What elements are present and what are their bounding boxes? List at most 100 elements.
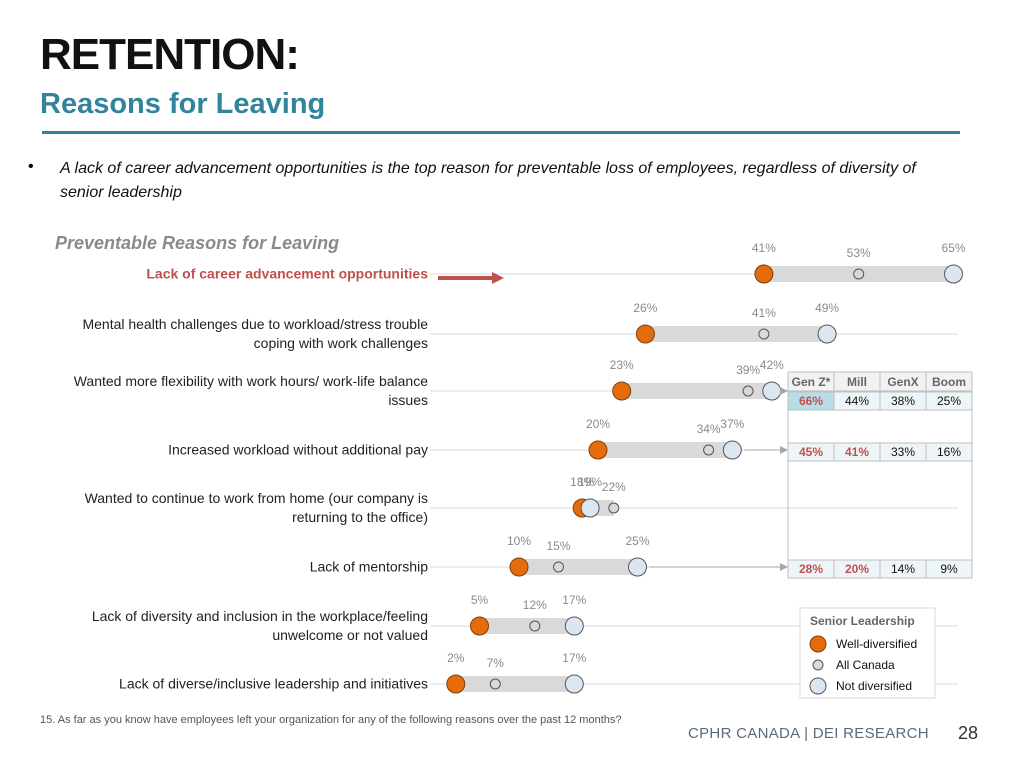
- table-arrow-head: [780, 387, 788, 395]
- table-value: 41%: [845, 445, 869, 459]
- dot: [817, 324, 837, 344]
- dot: [944, 264, 963, 284]
- legend-label: All Canada: [836, 658, 895, 672]
- value-label: 18%: [570, 475, 594, 489]
- table-header: Mill: [847, 375, 867, 389]
- table-header: Gen Z*: [792, 375, 831, 389]
- value-label: 12%: [523, 598, 547, 612]
- value-label: 20%: [586, 417, 610, 431]
- table-value: 44%: [845, 394, 869, 408]
- table-cell: [925, 559, 973, 579]
- table-value: 25%: [937, 394, 961, 408]
- slide-title: RETENTION:: [40, 30, 300, 79]
- table-value: 20%: [845, 562, 869, 576]
- table-cell: [925, 391, 973, 411]
- table-value: 16%: [937, 445, 961, 459]
- table-value: 45%: [799, 445, 823, 459]
- range-bar: [455, 676, 575, 692]
- dot: [553, 561, 564, 573]
- table-header: Boom: [932, 375, 966, 389]
- category-label: Lack of mentorship: [309, 558, 428, 575]
- legend-label: Not diversified: [836, 679, 912, 693]
- value-label: 25%: [625, 534, 649, 548]
- bullet-marker: •: [28, 158, 34, 175]
- table-cell: [925, 442, 973, 462]
- dot: [529, 620, 541, 632]
- value-label: 41%: [752, 241, 776, 255]
- legend-swatch: [812, 659, 824, 671]
- dot: [853, 268, 865, 280]
- dot: [722, 440, 742, 460]
- footnote: 15. As far as you know have employees le…: [40, 714, 622, 726]
- dot: [470, 616, 489, 636]
- dot: [703, 444, 715, 456]
- table-value: 14%: [891, 562, 915, 576]
- dot: [758, 328, 770, 340]
- range-bar: [645, 326, 828, 342]
- category-label: Increased workload without additional pa…: [168, 441, 428, 458]
- category-label: Lack of diversity and inclusion in the w…: [91, 608, 428, 643]
- dot: [489, 678, 501, 690]
- value-label: 7%: [487, 656, 505, 670]
- footer: CPHR CANADA | DEI RESEARCH: [688, 725, 929, 742]
- table-arrow-head: [780, 446, 788, 454]
- dot: [564, 616, 584, 636]
- dot: [580, 498, 600, 518]
- value-label: 17%: [562, 593, 586, 607]
- dot: [754, 264, 774, 284]
- table-value: 9%: [940, 562, 958, 576]
- category-label: Wanted to continue to work from home (ou…: [84, 490, 428, 525]
- value-label: 53%: [847, 246, 871, 260]
- dot: [588, 440, 608, 460]
- bullet-text: A lack of career advancement opportuniti…: [60, 160, 916, 201]
- table-header: GenX: [887, 375, 918, 389]
- table-value: 28%: [799, 562, 823, 576]
- value-label: 10%: [507, 534, 531, 548]
- dot: [628, 557, 647, 577]
- value-label: 23%: [610, 358, 634, 372]
- value-label: 65%: [941, 241, 965, 255]
- category-label: Wanted more flexibility with work hours/…: [73, 373, 428, 408]
- value-label: 17%: [562, 651, 586, 665]
- value-label: 19%: [578, 475, 602, 489]
- value-label: 2%: [447, 651, 465, 665]
- value-label: 26%: [633, 301, 657, 315]
- dot: [509, 557, 529, 577]
- dot: [446, 674, 466, 694]
- value-label: 34%: [697, 422, 721, 436]
- legend-title: Senior Leadership: [810, 614, 915, 628]
- table-value: 33%: [891, 445, 915, 459]
- category-label: Lack of diverse/inclusive leadership and…: [119, 675, 428, 692]
- slide-subtitle: Reasons for Leaving: [40, 88, 326, 120]
- table-value: 38%: [891, 394, 915, 408]
- value-label: 37%: [720, 417, 744, 431]
- range-bar: [598, 442, 733, 458]
- table-header-cell: [925, 371, 973, 392]
- page-number: 28: [958, 723, 979, 743]
- range-bar: [621, 383, 772, 399]
- category-label: Mental health challenges due to workload…: [82, 316, 428, 351]
- range-bar: [519, 559, 638, 575]
- legend-swatch: [809, 635, 827, 653]
- value-label: 49%: [815, 301, 839, 315]
- table-arrow-head: [780, 563, 788, 571]
- legend-swatch: [809, 677, 827, 695]
- dot: [762, 381, 782, 401]
- category-label: Lack of career advancement opportunities: [146, 265, 428, 282]
- value-label: 15%: [546, 539, 570, 553]
- highlight-arrow-head: [492, 272, 504, 284]
- value-label: 41%: [752, 306, 776, 320]
- chart-title: Preventable Reasons for Leaving: [55, 233, 340, 253]
- title-rule: [42, 131, 960, 134]
- range-bar: [479, 618, 575, 634]
- legend-label: Well-diversified: [836, 637, 917, 651]
- dot: [742, 385, 754, 397]
- value-label: 42%: [760, 358, 784, 372]
- dot: [564, 674, 584, 694]
- dot: [608, 502, 620, 514]
- value-label: 39%: [736, 363, 760, 377]
- value-label: 5%: [471, 593, 489, 607]
- dot: [612, 381, 632, 401]
